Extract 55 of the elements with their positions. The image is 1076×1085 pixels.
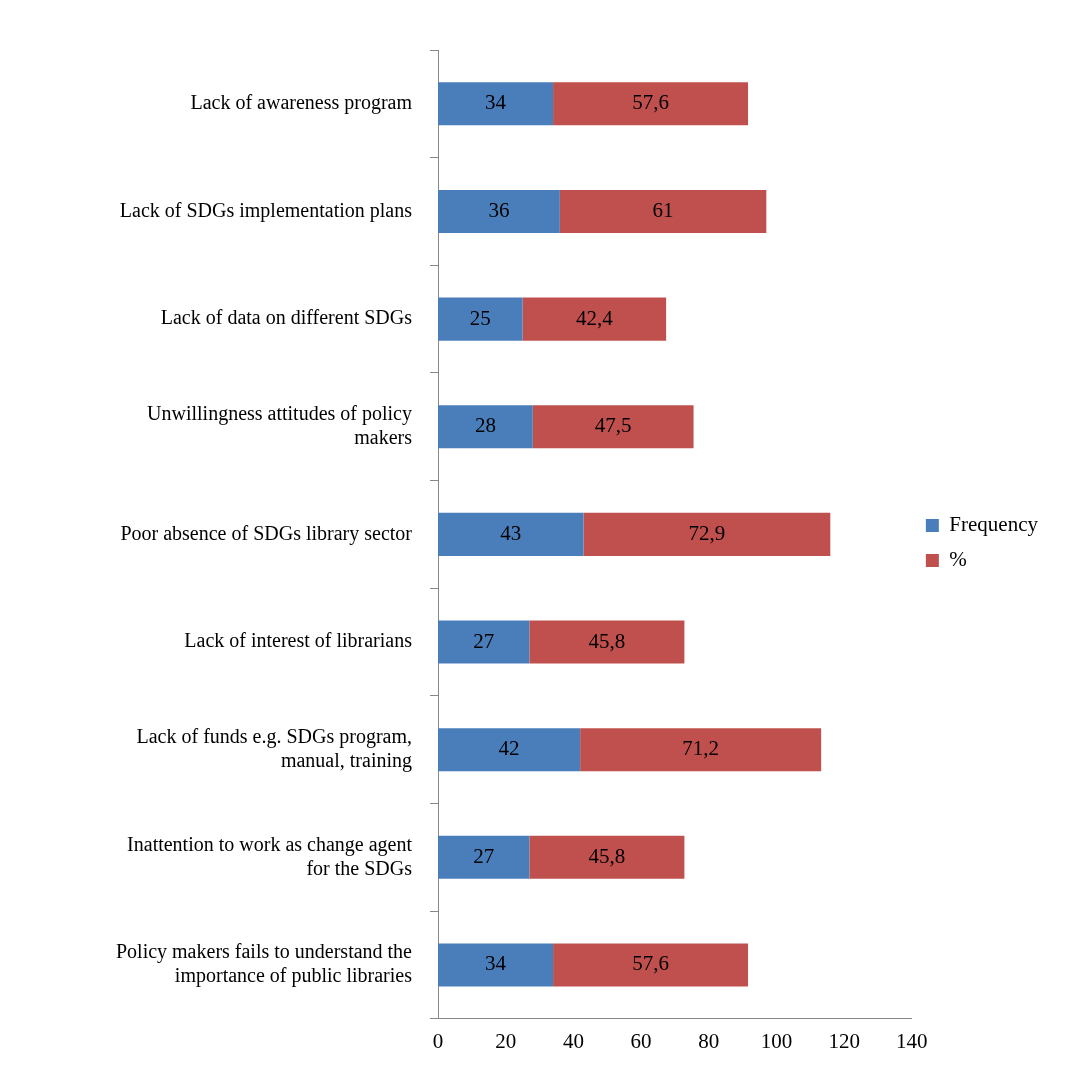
y-tick-label: Lack of awareness program: [190, 91, 413, 115]
bar: [529, 620, 685, 664]
bar: [559, 189, 767, 233]
legend-label: %: [949, 547, 967, 572]
bar: [438, 512, 584, 556]
y-tick-label: Unwillingness attitudes of policy makers: [147, 402, 413, 449]
data-label: 25: [469, 305, 491, 330]
bar: [438, 189, 560, 233]
bar: [580, 728, 822, 772]
y-tick-label: Poor absence of SDGs library sector: [120, 521, 413, 545]
y-tick-label: Lack of data on different SDGs: [160, 306, 413, 329]
bar: [438, 82, 554, 126]
x-tick-label: 140: [896, 1028, 928, 1053]
data-label: 47,5: [594, 413, 632, 438]
x-tick-label: 20: [495, 1028, 517, 1053]
y-tick-label: Policy makers fails to understand the importance of public libraries: [115, 940, 413, 988]
bar: [438, 728, 581, 772]
data-label: 42,4: [576, 305, 614, 330]
bar: [438, 835, 530, 879]
x-tick-label: 40: [562, 1028, 584, 1053]
data-label: 27: [473, 843, 495, 868]
y-tick-label: Lack of funds e.g. SDGs program, manual, training: [136, 724, 412, 772]
data-label: 27: [473, 628, 495, 653]
x-tick-label: 80: [698, 1028, 720, 1053]
x-tick-label: 0: [432, 1028, 444, 1053]
x-tick-label: 60: [630, 1028, 652, 1053]
x-tick-label: 100: [760, 1028, 793, 1053]
data-label: 42: [498, 736, 520, 761]
data-label: 57,6: [632, 951, 669, 976]
y-tick-label: Lack of SDGs implementation plans: [119, 198, 413, 222]
data-label: 28: [474, 413, 496, 438]
bar: [438, 620, 530, 664]
bar: [438, 297, 523, 341]
bar: [529, 835, 685, 879]
bar: [438, 405, 533, 449]
data-label: 72,9: [688, 520, 726, 545]
bar: [553, 943, 749, 987]
bar: [522, 297, 667, 341]
data-label: 45,8: [588, 628, 626, 653]
data-label: 57,6: [632, 90, 669, 115]
data-label: 71,2: [682, 736, 720, 761]
y-tick-label: Lack of interest of librarians: [184, 629, 413, 652]
data-label: 34: [485, 90, 507, 115]
legend-label: Frequency: [949, 512, 1039, 537]
data-label: 43: [500, 520, 522, 545]
x-tick-label: 120: [828, 1028, 860, 1053]
bar: [583, 512, 831, 556]
data-label: 36: [488, 197, 510, 222]
bar: [553, 82, 749, 126]
y-tick-label: Inattention to work as change agent for the SDGs: [127, 832, 413, 879]
data-label: 34: [485, 951, 507, 976]
bar: [438, 943, 554, 987]
data-label: 61: [652, 197, 674, 222]
bar: [532, 405, 694, 449]
data-label: 45,8: [588, 843, 626, 868]
